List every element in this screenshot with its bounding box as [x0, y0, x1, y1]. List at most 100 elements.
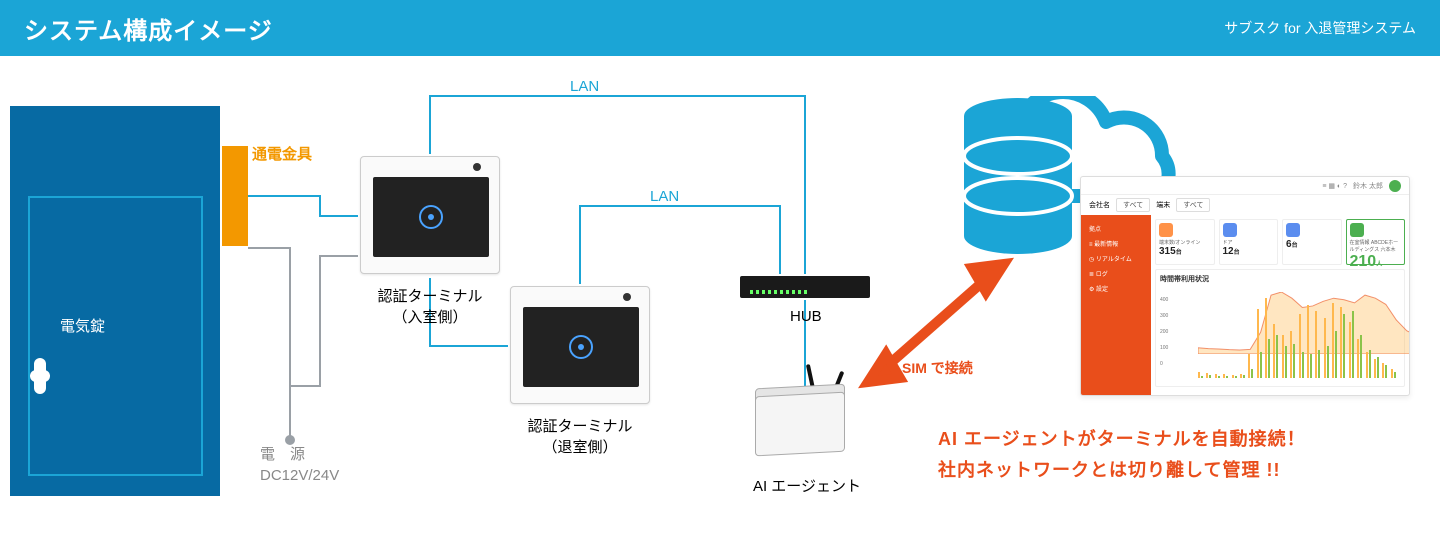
dash-filter-2-label: 端末: [1156, 200, 1170, 210]
dash-kpi-row: 端末数/オンライン315台ドア12台6台在室情報 ABCDEホールディングス 六…: [1155, 219, 1405, 265]
bar-in: [1299, 314, 1301, 379]
page-title: システム構成イメージ: [24, 11, 273, 46]
bar-out: [1226, 376, 1228, 378]
dash-sidebar-item: 拠点: [1085, 221, 1147, 236]
page-header: システム構成イメージ サブスク for 入退管理システム: [0, 0, 1440, 56]
terminal-exit: [510, 286, 650, 406]
bar-out: [1310, 354, 1312, 378]
feature-message: AI エージェントがターミナルを自動接続！ 社内ネットワークとは切り離して管理 …: [938, 424, 1306, 485]
dash-filter-1-value: すべて: [1116, 198, 1150, 212]
bar-in: [1232, 375, 1234, 378]
bar-out: [1293, 344, 1295, 378]
electric-strike: [222, 146, 248, 246]
bar-out: [1385, 365, 1387, 378]
bar-in: [1240, 374, 1242, 378]
bar-out: [1276, 335, 1278, 378]
door-panel: [28, 196, 203, 476]
bar-out: [1343, 314, 1345, 379]
door: [10, 106, 220, 496]
bar-out: [1235, 376, 1237, 378]
bar-in: [1349, 322, 1351, 378]
bar-in: [1391, 369, 1393, 378]
bar-out: [1327, 346, 1329, 378]
dash-kpi: 在室情報 ABCDEホールディングス 六本木210人: [1346, 219, 1406, 265]
dash-main: 端末数/オンライン315台ドア12台6台在室情報 ABCDEホールディングス 六…: [1151, 215, 1409, 395]
dash-chart-yaxis: 4003002001000: [1160, 292, 1168, 372]
dash-filter-2-value: すべて: [1176, 198, 1210, 212]
bar-out: [1260, 352, 1262, 378]
lan-label-1: LAN: [570, 76, 599, 97]
dash-chart-title: 時間帯利用状況: [1160, 274, 1400, 284]
terminal-exit-label-1: 認証ターミナル: [527, 418, 632, 435]
terminal-entry-label-2: （入室側）: [392, 309, 467, 326]
bar-out: [1302, 352, 1304, 378]
bar-out: [1243, 375, 1245, 378]
bar-out: [1251, 369, 1253, 378]
bar-out: [1360, 335, 1362, 378]
database-icon: [958, 96, 1078, 266]
strike-label: 通電金具: [252, 144, 312, 165]
bar-in: [1257, 309, 1259, 378]
network-hub: [740, 276, 870, 298]
dash-kpi: ドア12台: [1219, 219, 1279, 265]
bar-in: [1290, 331, 1292, 378]
bar-in: [1198, 372, 1200, 378]
ai-agent-label: AI エージェント: [742, 476, 872, 497]
bar-in: [1273, 324, 1275, 378]
feature-message-2: 社内ネットワークとは切り離して管理 !!: [938, 455, 1306, 486]
bar-in: [1248, 354, 1250, 378]
avatar-icon: [1389, 180, 1401, 192]
dashboard-preview: ≡ ▦ ◐ ? 鈴木 太郎 会社名 すべて 端末 すべて 拠点≡ 最新情報◷ リ…: [1080, 176, 1410, 396]
ai-agent-device: [755, 376, 855, 456]
diagram-canvas: 電気錠 通電金具 認証ターミナル （入室側） 認証ターミナル （退室側） HUB…: [0, 56, 1440, 550]
dash-filters: 会社名 すべて 端末 すべて: [1081, 195, 1409, 215]
bar-out: [1394, 372, 1396, 378]
bar-in: [1374, 359, 1376, 378]
bar-out: [1285, 346, 1287, 378]
bar-in: [1332, 303, 1334, 378]
bar-in: [1223, 374, 1225, 378]
terminal-exit-label: 認証ターミナル （退室側）: [515, 416, 645, 458]
bar-out: [1209, 375, 1211, 378]
dash-kpi: 端末数/オンライン315台: [1155, 219, 1215, 265]
bar-out: [1318, 350, 1320, 378]
dash-sidebar-item: ◷ リアルタイム: [1085, 251, 1147, 266]
dash-chart: 時間帯利用状況 4003002001000: [1155, 269, 1405, 387]
bar-out: [1201, 376, 1203, 378]
bar-out: [1218, 376, 1220, 378]
terminal-entry: [360, 156, 500, 276]
bar-out: [1335, 331, 1337, 378]
bar-in: [1357, 339, 1359, 378]
bar-out: [1352, 311, 1354, 378]
bar-in: [1206, 373, 1208, 378]
power-label-2: DC12V/24V: [260, 467, 339, 484]
sim-connection-label: SIM で接続: [902, 358, 973, 378]
dash-kpi: 6台: [1282, 219, 1342, 265]
door-handle-icon: [34, 358, 46, 394]
bar-in: [1215, 374, 1217, 378]
bar-in: [1340, 307, 1342, 378]
bar-out: [1377, 357, 1379, 379]
dash-topbar: ≡ ▦ ◐ ? 鈴木 太郎: [1081, 177, 1409, 195]
feature-message-1: AI エージェントがターミナルを自動接続！: [938, 424, 1306, 455]
dash-chart-bars: [1198, 292, 1398, 378]
terminal-entry-label-1: 認証ターミナル: [377, 288, 482, 305]
bar-out: [1369, 350, 1371, 378]
bar-in: [1324, 318, 1326, 378]
bar-in: [1366, 352, 1368, 378]
bar-in: [1382, 363, 1384, 378]
bar-out: [1268, 339, 1270, 378]
dash-sidebar-item: ≡ 最新情報: [1085, 236, 1147, 251]
page-subtitle: サブスク for 入退管理システム: [1224, 18, 1416, 38]
dash-sidebar-item: ⚙ 設定: [1085, 281, 1147, 296]
lan-label-2: LAN: [650, 186, 679, 207]
dash-sidebar-item: ≣ ログ: [1085, 266, 1147, 281]
dash-sidebar: 拠点≡ 最新情報◷ リアルタイム≣ ログ⚙ 設定: [1081, 215, 1151, 395]
dash-username: 鈴木 太郎: [1353, 181, 1383, 191]
dash-filter-1-label: 会社名: [1089, 200, 1110, 210]
electric-lock-label: 電気錠: [60, 316, 105, 337]
terminal-entry-label: 認証ターミナル （入室側）: [365, 286, 495, 328]
power-label: 電 源 DC12V/24V: [260, 444, 339, 486]
bar-in: [1282, 335, 1284, 378]
hub-label: HUB: [790, 306, 822, 327]
